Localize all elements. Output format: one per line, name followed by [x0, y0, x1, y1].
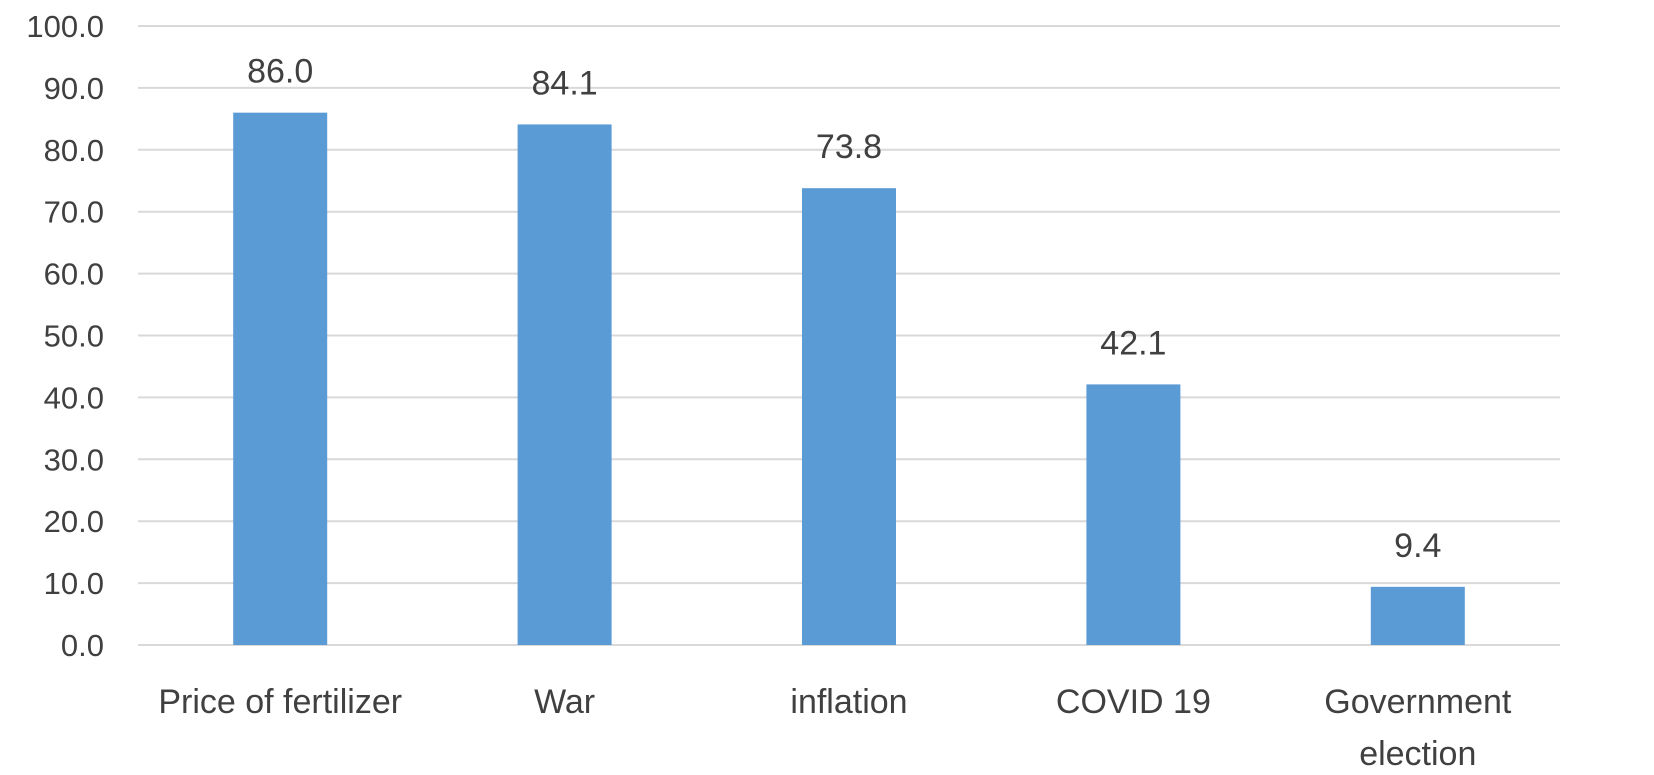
y-tick-label: 100.0 — [26, 9, 104, 44]
x-axis-category-labels: Price of fertilizer War inflation COVID 19 G… — [158, 683, 1512, 773]
y-tick-label: 90.0 — [44, 71, 104, 106]
x-category-label: War — [534, 683, 595, 721]
y-axis-tick-labels: 0.0 10.0 20.0 30.0 40.0 50.0 60.0 70.0 80.0 90.0 1… — [26, 9, 104, 663]
y-tick-label: 70.0 — [44, 195, 104, 230]
y-tick-label: 80.0 — [44, 133, 104, 168]
y-tick-label: 30.0 — [44, 442, 104, 477]
bar — [1370, 586, 1465, 645]
data-label: 84.1 — [532, 64, 598, 102]
bars — [233, 112, 1465, 646]
y-tick-label: 50.0 — [44, 319, 104, 354]
bar — [517, 124, 612, 645]
x-category-label: Price of fertilizer — [158, 683, 402, 721]
x-category-label: inflation — [790, 683, 907, 721]
data-label: 42.1 — [1100, 324, 1166, 362]
data-label: 86.0 — [247, 53, 313, 91]
bar — [802, 188, 896, 646]
data-label: 73.8 — [816, 128, 882, 166]
y-tick-label: 0.0 — [61, 628, 104, 663]
x-category-label: Government — [1324, 683, 1512, 721]
x-category-label: COVID 19 — [1056, 683, 1211, 721]
y-tick-label: 20.0 — [44, 504, 104, 539]
data-labels: 86.0 84.1 73.8 42.1 9.4 — [247, 53, 1441, 565]
y-tick-label: 10.0 — [44, 566, 104, 601]
bar — [233, 112, 328, 645]
bar — [1086, 384, 1181, 645]
y-tick-label: 60.0 — [44, 257, 104, 292]
y-tick-label: 40.0 — [44, 380, 104, 415]
x-category-label: election — [1359, 735, 1476, 773]
data-label: 9.4 — [1394, 527, 1441, 565]
